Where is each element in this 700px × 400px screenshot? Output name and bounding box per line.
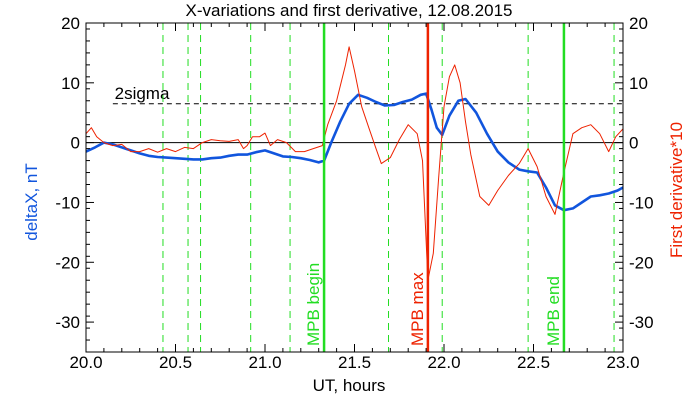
y-tick-label-right: 20: [629, 14, 648, 33]
x-tick-label: 20.5: [159, 353, 192, 372]
marker-label: MPB end: [544, 276, 563, 346]
plot-background: [86, 23, 623, 352]
y-tick-label-right: 0: [629, 134, 638, 153]
x-tick-label: 21.0: [248, 353, 281, 372]
y-tick-label-left: -20: [55, 253, 80, 272]
marker-label: MPB begin: [304, 263, 323, 346]
x-tick-label: 23.0: [606, 353, 639, 372]
y-tick-label-left: 20: [61, 14, 80, 33]
x-tick-label: 20.0: [69, 353, 102, 372]
marker-label: MPB max: [408, 272, 427, 346]
chart-title: X-variations and first derivative, 12.08…: [186, 1, 513, 20]
y-tick-label-right: 10: [629, 74, 648, 93]
derivative-series-line: [85, 46, 624, 281]
x-tick-label: 22.5: [517, 353, 550, 372]
sigma-label: 2sigma: [115, 84, 170, 103]
x-tick-label: 22.0: [427, 353, 460, 372]
y-tick-label-right: -20: [629, 253, 654, 272]
deltax-series-line: [85, 92, 624, 212]
y-tick-label-left: -30: [55, 313, 80, 332]
plot-area: [86, 23, 623, 352]
y-tick-label-right: -30: [629, 313, 654, 332]
y-axis-left-title: deltaX, nT: [22, 163, 41, 241]
y-tick-label-left: 0: [71, 134, 80, 153]
y-tick-label-left: -10: [55, 193, 80, 212]
series-layer: [85, 46, 624, 281]
x-axis-title: UT, hours: [313, 376, 386, 395]
marker-lines: MPB begin MPB max MPB end: [304, 23, 566, 352]
axes: 20.0 20.5 21.0 21.5 22.0 22.5 23.0 -30 -30 -20 -20…: [55, 14, 653, 372]
x-tick-label: 21.5: [338, 353, 371, 372]
y-tick-label-right: -10: [629, 193, 654, 212]
guide-lines: 2sigma: [86, 23, 623, 352]
y-tick-label-left: 10: [61, 74, 80, 93]
y-axis-right-title: First derivative*10: [667, 122, 686, 258]
